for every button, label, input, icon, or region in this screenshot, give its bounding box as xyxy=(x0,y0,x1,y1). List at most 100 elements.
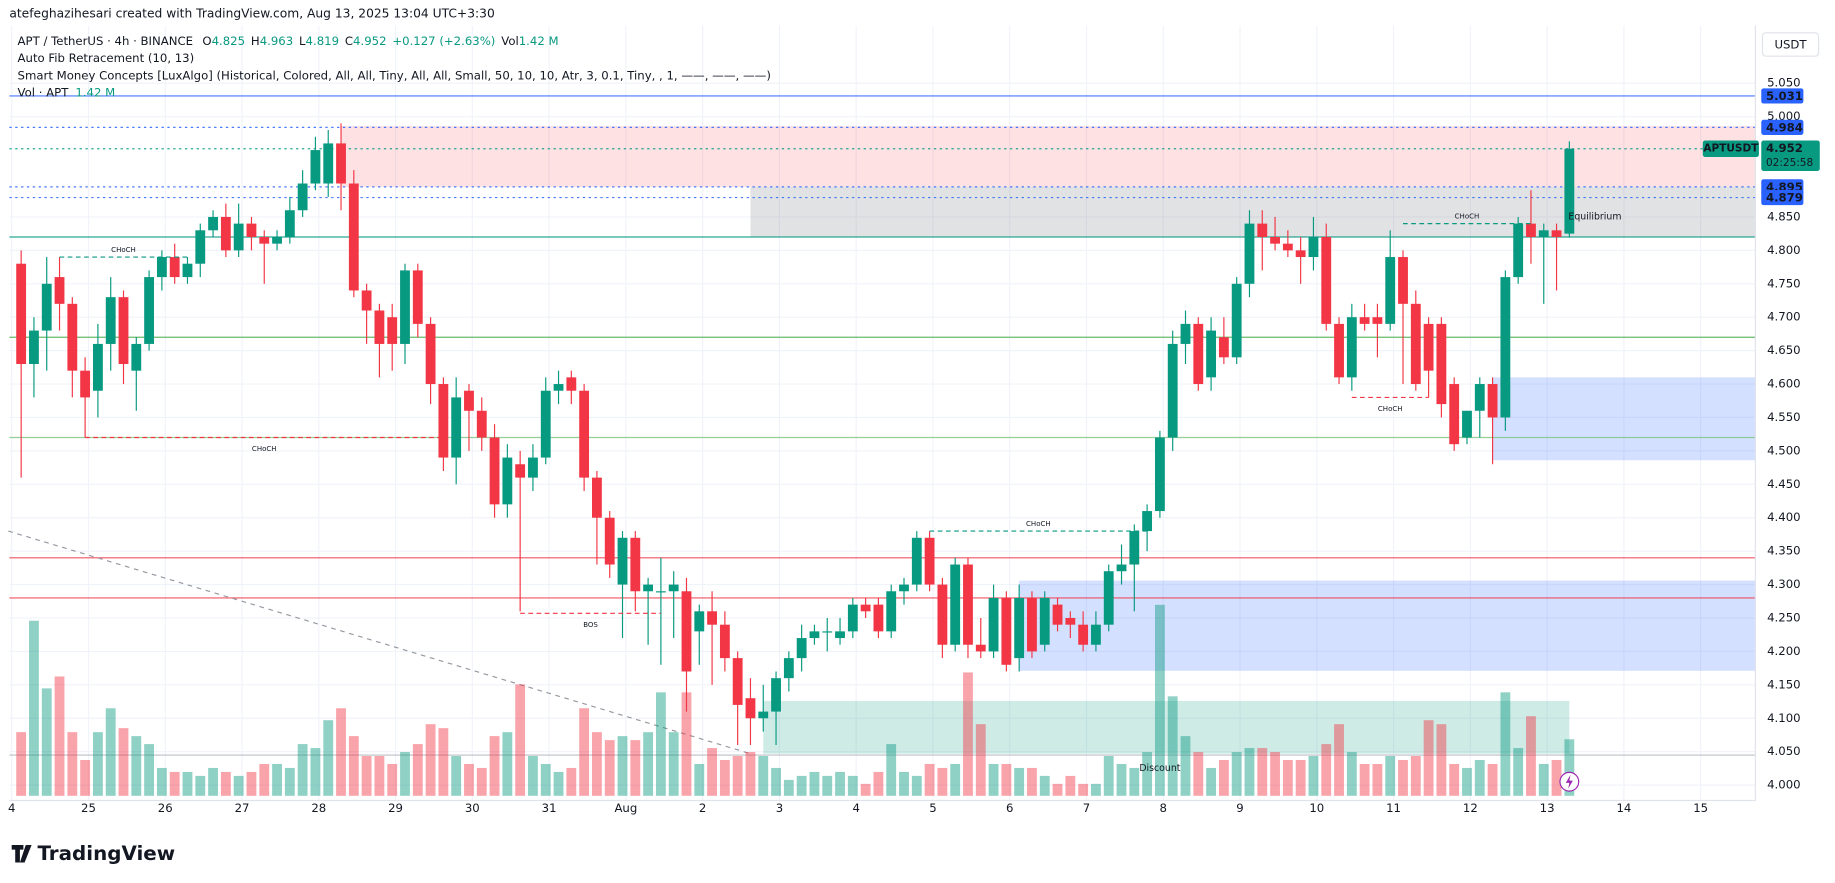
zone-label: Discount xyxy=(1139,763,1180,774)
trendline xyxy=(8,530,751,755)
x-tick-label: Aug xyxy=(614,801,637,815)
volume-bar xyxy=(950,763,961,796)
candle-body xyxy=(272,236,282,244)
volume-bar xyxy=(1270,752,1280,796)
volume-bar xyxy=(1039,775,1050,796)
candle-body xyxy=(118,297,129,364)
volume-bar xyxy=(924,763,935,796)
volume-bar xyxy=(502,732,513,796)
volume-bar xyxy=(1423,720,1434,796)
indicator: Auto Fib Retracement (10, 13) xyxy=(18,51,195,65)
volume-bar xyxy=(643,732,654,796)
x-tick-label: 11 xyxy=(1386,801,1401,815)
logo-mark xyxy=(11,844,32,863)
countdown: 02:25:58 xyxy=(1766,157,1813,169)
volume-bar xyxy=(131,736,142,796)
legend: APT / TetherUS · 4h · BINANCE O4.825 H4.96… xyxy=(18,33,559,47)
structure-label: CHoCH xyxy=(1026,519,1051,528)
candle-body xyxy=(169,257,180,278)
volume-bar xyxy=(745,752,756,796)
x-tick-label: 12 xyxy=(1463,801,1478,815)
price-tag-box xyxy=(1761,119,1804,135)
volume-bar xyxy=(566,767,577,796)
volume-bar xyxy=(169,771,180,796)
volume-bar xyxy=(988,763,999,796)
candle-body xyxy=(745,698,756,719)
volume-bar xyxy=(1014,767,1025,796)
x-tick-label: 10 xyxy=(1309,801,1324,815)
volume-bar xyxy=(1321,744,1332,796)
ohlc-key: H xyxy=(251,33,260,47)
candle-body xyxy=(950,564,961,645)
volume-bar xyxy=(1538,763,1549,796)
volume-indicator-name: Vol · APT xyxy=(18,85,70,99)
candle-body xyxy=(1206,330,1216,378)
price-tag: 5.031 xyxy=(1766,89,1803,103)
y-tick-label: 4.700 xyxy=(1767,310,1800,324)
candle-body xyxy=(323,143,334,184)
candle-body xyxy=(1538,230,1549,237)
volume-bar xyxy=(220,771,231,796)
volume-bar xyxy=(847,775,858,796)
candle-body xyxy=(451,397,462,458)
volume-bar xyxy=(707,748,717,796)
volume-bar xyxy=(1180,736,1191,796)
candle-body xyxy=(1385,257,1396,324)
volume-bar xyxy=(1103,756,1114,796)
volume-bar xyxy=(284,767,295,796)
candle-body xyxy=(924,537,935,585)
volume-bar xyxy=(1154,604,1165,796)
candle-body xyxy=(886,591,897,632)
volume-value: 1.42 M xyxy=(519,33,559,47)
candle-body xyxy=(860,604,871,612)
currency-button[interactable] xyxy=(1761,32,1820,57)
y-tick-label: 4.150 xyxy=(1767,677,1800,691)
price-tag-box xyxy=(1761,88,1804,104)
volume-bar xyxy=(515,684,526,796)
y-tick-label: 4.800 xyxy=(1767,243,1800,257)
candle-body xyxy=(233,223,244,251)
candle-body xyxy=(1129,531,1140,565)
x-tick-label: 31 xyxy=(542,801,557,815)
candle-body xyxy=(719,624,730,659)
volume-bar xyxy=(336,708,346,796)
candle-body xyxy=(988,597,999,652)
volume-bar xyxy=(1218,759,1229,796)
y-tick-label: 4.650 xyxy=(1767,343,1800,357)
volume-bar xyxy=(374,756,385,796)
volume-bar xyxy=(809,771,820,796)
volume-bar xyxy=(1346,752,1357,796)
currency[interactable]: USDT xyxy=(1774,38,1807,52)
last-price-name-box xyxy=(1702,140,1759,157)
candle-body xyxy=(336,143,346,184)
volume-bar xyxy=(1052,783,1063,796)
volume-bar xyxy=(464,763,474,796)
volume-bar xyxy=(208,767,218,796)
zone xyxy=(341,126,1756,187)
volume-bar xyxy=(1244,748,1255,796)
volume-bar xyxy=(489,736,500,796)
zone-label: Equilibrium xyxy=(1568,211,1621,222)
volume-bar xyxy=(1551,759,1562,796)
volume-bar xyxy=(860,783,871,796)
candle-body xyxy=(400,270,410,344)
candle-body xyxy=(553,384,564,391)
volume-bar xyxy=(835,771,845,796)
y-tick-label: 4.200 xyxy=(1767,644,1800,658)
candle-body xyxy=(617,537,628,585)
volume-bar xyxy=(1167,696,1178,796)
candle-body xyxy=(1244,223,1255,284)
volume-bar xyxy=(451,756,462,796)
zone xyxy=(763,700,1570,754)
volume-bar xyxy=(1295,759,1306,796)
candle-body xyxy=(783,658,794,679)
candle-body xyxy=(54,277,65,304)
volume-bar xyxy=(1231,752,1242,796)
y-tick-label: 4.000 xyxy=(1767,778,1800,792)
y-tick-label: 5.000 xyxy=(1767,109,1800,123)
volume-bar xyxy=(899,771,909,796)
volume-bar xyxy=(630,740,641,796)
volume-bar xyxy=(1513,748,1524,796)
